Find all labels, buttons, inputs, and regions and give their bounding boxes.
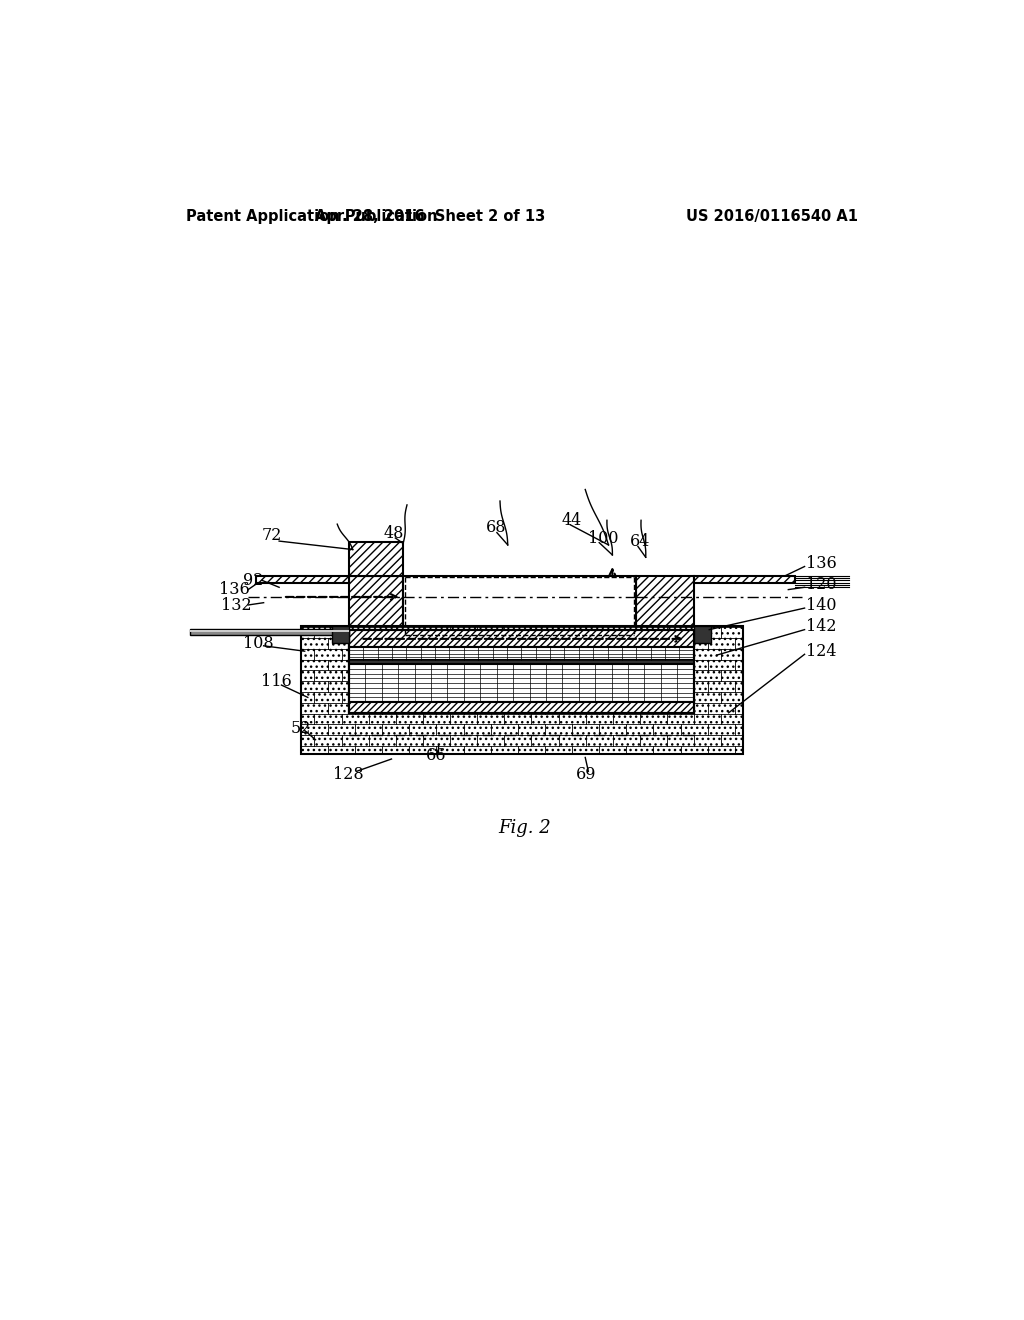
Bar [693, 576, 795, 583]
Bar [693, 576, 795, 583]
Bar [190, 628, 349, 635]
Text: 120: 120 [806, 576, 837, 593]
Text: 68: 68 [486, 520, 507, 536]
Text: 44: 44 [562, 512, 583, 529]
Bar [349, 630, 693, 713]
Text: 66: 66 [426, 747, 446, 764]
Bar [349, 630, 693, 713]
Bar [349, 630, 693, 647]
Bar [349, 660, 693, 664]
Bar [190, 630, 349, 632]
Bar [403, 576, 636, 626]
Text: Fig. 2: Fig. 2 [499, 820, 551, 837]
Bar [349, 576, 403, 626]
Bar [332, 626, 349, 643]
Bar [349, 702, 693, 713]
Text: Patent Application Publication: Patent Application Publication [186, 209, 437, 223]
Text: 72: 72 [261, 527, 282, 544]
Bar [256, 576, 349, 583]
Text: 108: 108 [243, 635, 273, 652]
Text: 142: 142 [806, 618, 837, 635]
Bar [301, 626, 742, 754]
Bar [256, 576, 349, 583]
Bar [349, 702, 693, 713]
Bar [301, 626, 742, 754]
Bar [349, 576, 403, 626]
Text: 132: 132 [221, 597, 252, 614]
Text: 136: 136 [806, 554, 837, 572]
Bar [349, 630, 693, 647]
Text: 100: 100 [588, 529, 618, 546]
Bar [349, 543, 403, 576]
Bar [636, 576, 693, 626]
Text: 64: 64 [630, 533, 650, 550]
Bar [349, 664, 693, 702]
Text: Apr. 28, 2016  Sheet 2 of 13: Apr. 28, 2016 Sheet 2 of 13 [315, 209, 546, 223]
Bar [693, 626, 711, 643]
Text: 124: 124 [806, 643, 837, 660]
Text: 52: 52 [291, 719, 311, 737]
Text: US 2016/0116540 A1: US 2016/0116540 A1 [686, 209, 858, 223]
Bar [349, 647, 693, 660]
Text: 116: 116 [261, 673, 292, 690]
Text: 69: 69 [575, 766, 596, 783]
Bar [349, 543, 403, 576]
Text: 128: 128 [334, 766, 364, 783]
Text: 48: 48 [384, 525, 404, 543]
Text: 140: 140 [806, 597, 837, 614]
Text: 136: 136 [219, 581, 250, 598]
Text: 92: 92 [243, 572, 263, 589]
Bar [636, 576, 693, 626]
